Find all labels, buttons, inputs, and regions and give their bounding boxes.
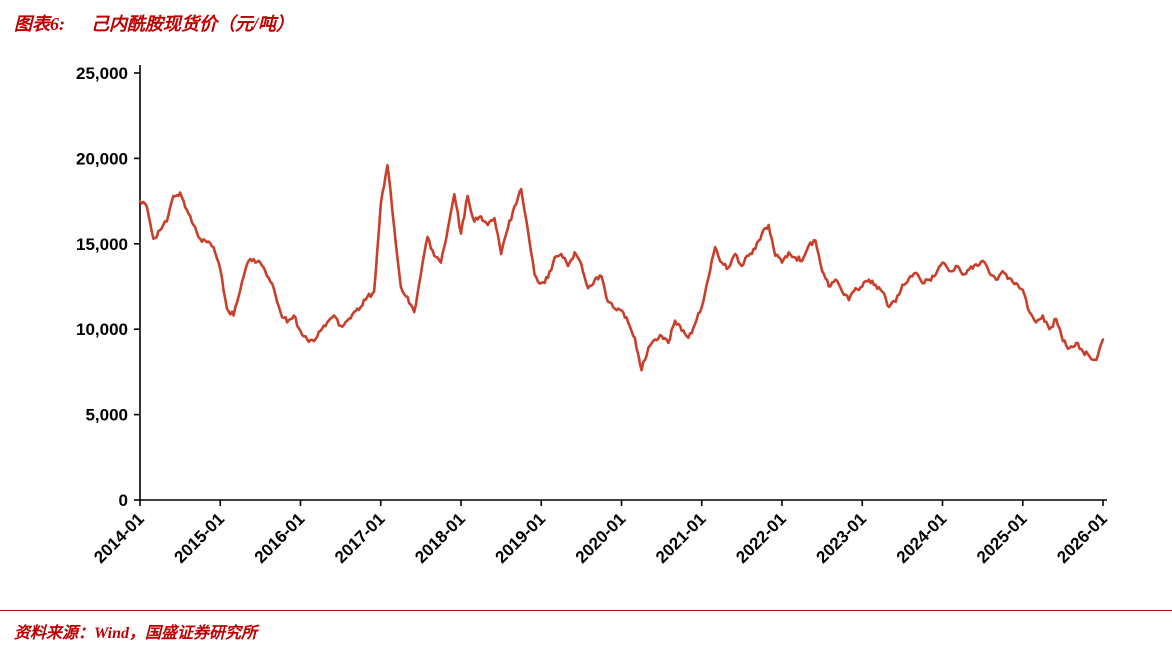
x-tick-label: 2016-01 (251, 509, 309, 567)
y-tick-label: 0 (119, 491, 128, 510)
x-tick-label: 2015-01 (171, 509, 229, 567)
y-tick-label: 5,000 (85, 406, 128, 425)
y-tick-label: 20,000 (76, 149, 128, 168)
x-tick-label: 2014-01 (90, 509, 148, 567)
x-tick-label: 2020-01 (572, 509, 630, 567)
price-series-line (138, 163, 1105, 372)
x-tick-label: 2018-01 (411, 509, 469, 567)
source-note: 资料来源：Wind，国盛证券研究所 (14, 625, 257, 642)
y-tick-label: 25,000 (76, 64, 128, 83)
figure-label: 图表6: (14, 14, 65, 34)
y-tick-label: 15,000 (76, 235, 128, 254)
x-tick-label: 2017-01 (331, 509, 389, 567)
x-tick-label: 2021-01 (652, 509, 710, 567)
figure-title: 己内酰胺现货价（元/吨） (91, 14, 294, 34)
figure-header: 图表6: 己内酰胺现货价（元/吨） (0, 0, 1172, 40)
figure-footer: 资料来源：Wind，国盛证券研究所 (0, 610, 1172, 647)
x-tick-label: 2026-01 (1053, 509, 1111, 567)
x-tick-label: 2025-01 (973, 509, 1031, 567)
chart-canvas: 0 5,000 10,000 15,000 20,000 25,000 2014-01 201… (76, 64, 1111, 567)
x-tick-label: 2022-01 (732, 509, 790, 567)
y-tick-label: 10,000 (76, 320, 128, 339)
price-line-chart: 0 5,000 10,000 15,000 20,000 25,000 2014-01 201… (0, 40, 1172, 610)
x-tick-label: 2019-01 (492, 509, 550, 567)
x-tick-label: 2024-01 (893, 509, 951, 567)
x-tick-label: 2023-01 (813, 509, 871, 567)
